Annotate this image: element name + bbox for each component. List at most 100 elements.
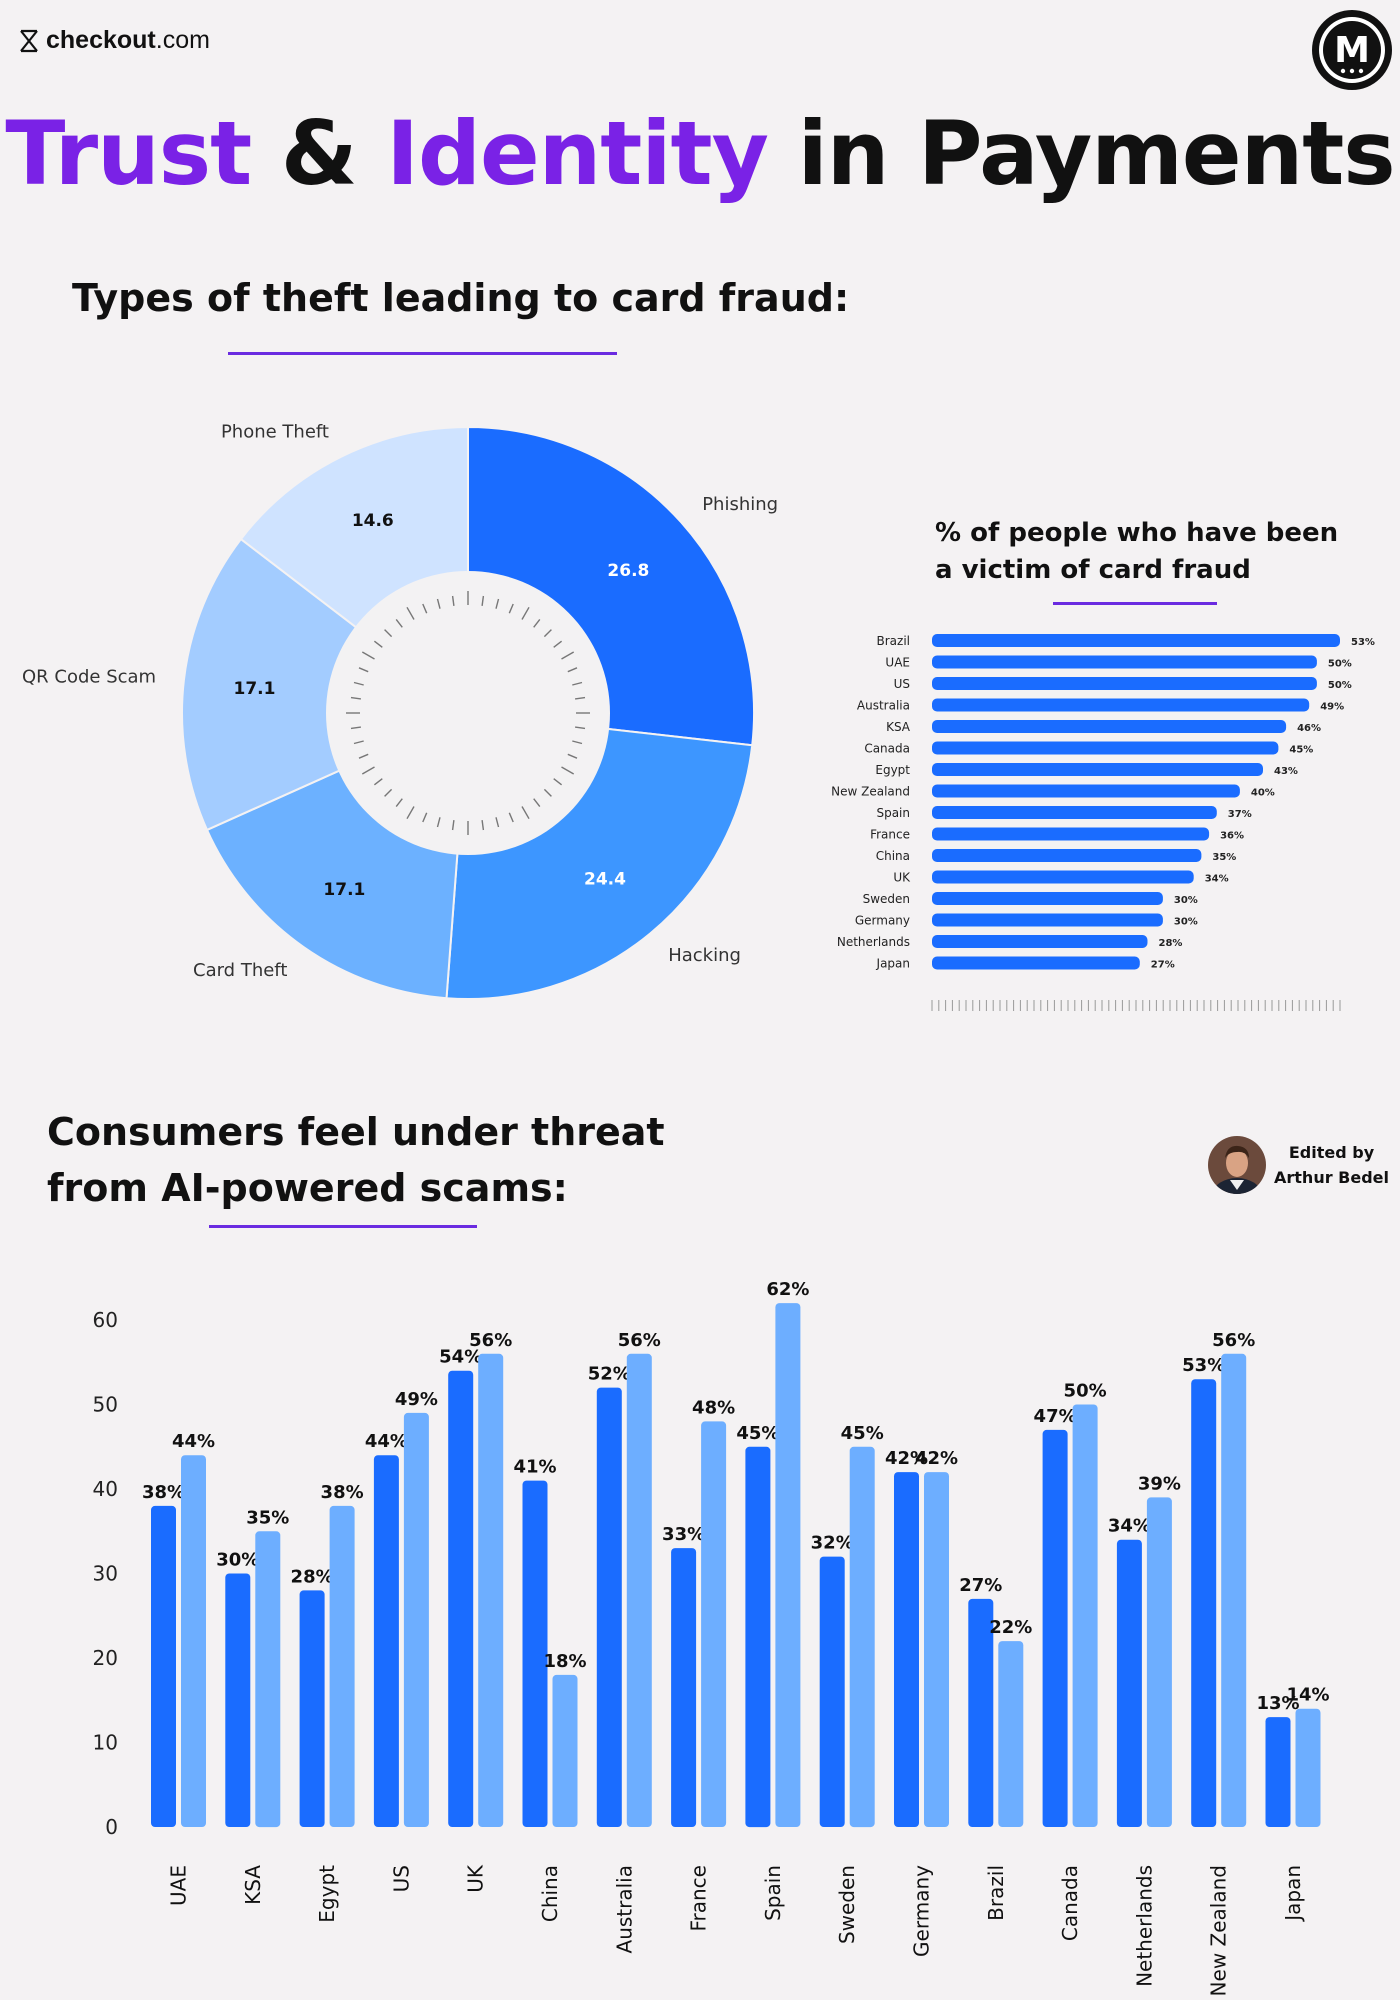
donut-value-qr-code-scam: 17.1 <box>234 679 276 699</box>
vbar-value-uae-series-1: 38% <box>142 1482 185 1503</box>
vbar-value-egypt-series-2: 38% <box>321 1482 364 1503</box>
hbar-value-egypt: 43% <box>1274 766 1298 777</box>
hbar-bar-australia <box>932 698 1310 712</box>
hbar-bar-egypt <box>932 763 1263 776</box>
vbar-new-zealand-series-2 <box>1221 1353 1247 1827</box>
x-tick-label-sweden: Sweden <box>835 1865 859 1944</box>
hbar-value-japan: 27% <box>1151 960 1175 971</box>
vbar-value-ksa-series-1: 30% <box>216 1550 259 1571</box>
vbar-spain-series-2 <box>775 1303 801 1827</box>
fraud-chart-title: % of people who have been a victim of ca… <box>935 518 1339 585</box>
hbar-bar-ksa <box>932 720 1287 733</box>
vbar-uk-series-1 <box>448 1370 474 1827</box>
hbar-value-brazil: 53% <box>1351 637 1375 648</box>
person-avatar-icon <box>1208 1136 1266 1194</box>
y-tick-label-0: 0 <box>105 1815 118 1839</box>
vbar-japan-series-2 <box>1295 1708 1321 1827</box>
vbar-value-brazil-series-2: 22% <box>989 1617 1032 1638</box>
hbar-label-new-zealand: New Zealand <box>831 785 910 799</box>
fraud-title-underline <box>1053 602 1217 605</box>
vbar-netherlands-series-2 <box>1146 1497 1172 1827</box>
vbar-sweden-series-1 <box>819 1556 845 1827</box>
vbar-value-netherlands-series-1: 34% <box>1108 1516 1151 1537</box>
hbar-label-australia: Australia <box>857 699 910 713</box>
vbar-australia-series-1 <box>596 1387 622 1827</box>
vbar-value-us-series-2: 49% <box>395 1389 438 1410</box>
vbar-value-sweden-series-2: 45% <box>841 1423 884 1444</box>
y-tick-label-60: 60 <box>93 1308 118 1332</box>
donut-hole <box>326 571 610 855</box>
x-tick-label-spain: Spain <box>761 1865 785 1921</box>
avatar <box>1208 1136 1266 1194</box>
vbar-brazil-series-2 <box>998 1641 1024 1827</box>
x-tick-label-france: France <box>687 1865 711 1932</box>
vbar-egypt-series-2 <box>329 1505 355 1827</box>
donut-label-card-theft: Card Theft <box>193 960 287 981</box>
x-tick-label-uae: UAE <box>167 1865 191 1906</box>
vbar-value-germany-series-2: 42% <box>915 1448 958 1469</box>
vbar-value-uk-series-1: 54% <box>439 1347 482 1368</box>
ai-title-underline <box>209 1225 477 1228</box>
vbar-us-series-1 <box>373 1455 399 1827</box>
x-tick-label-egypt: Egypt <box>315 1865 339 1923</box>
vbar-value-new-zealand-series-2: 56% <box>1212 1330 1255 1351</box>
hbar-value-new-zealand: 40% <box>1251 788 1275 799</box>
theft-donut-chart: 26.8 Phishing 24.4 Hacking 17.1 Card Theft 17.… <box>22 422 778 1000</box>
vbar-china-series-2 <box>552 1674 578 1827</box>
donut-value-card-theft: 17.1 <box>323 880 365 900</box>
donut-value-phone-theft: 14.6 <box>352 511 394 531</box>
hbar-value-sweden: 30% <box>1174 895 1198 906</box>
brand-name: checkout <box>46 26 156 54</box>
checkout-logo-icon <box>20 29 38 52</box>
vbar-value-ksa-series-2: 35% <box>246 1507 289 1528</box>
vbar-china-series-1 <box>522 1480 548 1827</box>
vbar-value-egypt-series-1: 28% <box>291 1566 334 1587</box>
vbar-france-series-2 <box>701 1421 727 1827</box>
vbar-canada-series-1 <box>1042 1429 1068 1827</box>
hbar-label-us: US <box>894 677 910 691</box>
vbar-value-china-series-1: 41% <box>513 1457 556 1478</box>
vbar-japan-series-1 <box>1265 1717 1291 1827</box>
hbar-value-germany: 30% <box>1174 917 1198 928</box>
hbar-axis-ruler <box>931 1000 1341 1011</box>
y-tick-label-40: 40 <box>93 1477 118 1501</box>
donut-label-hacking: Hacking <box>668 945 741 966</box>
vbar-spain-series-1 <box>745 1446 771 1828</box>
title-trust: Trust <box>5 102 252 205</box>
page-title: Trust & Identity in Payments <box>0 102 1400 205</box>
hbar-value-france: 36% <box>1220 831 1244 842</box>
donut-value-phishing: 26.8 <box>607 561 649 581</box>
vbar-value-japan-series-1: 13% <box>1256 1693 1299 1714</box>
vbar-australia-series-2 <box>626 1353 652 1827</box>
donut-label-phishing: Phishing <box>702 494 778 515</box>
hbar-label-spain: Spain <box>876 806 910 820</box>
y-tick-label-50: 50 <box>93 1393 118 1417</box>
hbar-value-netherlands: 28% <box>1159 938 1183 949</box>
vbar-value-germany-series-1: 42% <box>885 1448 928 1469</box>
vbar-ksa-series-1 <box>225 1573 251 1827</box>
hbar-bar-new-zealand <box>932 784 1240 798</box>
vbar-value-netherlands-series-2: 39% <box>1138 1473 1181 1494</box>
hbar-label-china: China <box>876 849 910 863</box>
x-tick-label-new-zealand: New Zealand <box>1207 1865 1231 1996</box>
brand-suffix: .com <box>155 26 210 54</box>
vbar-netherlands-series-1 <box>1116 1539 1142 1827</box>
vbar-canada-series-2 <box>1072 1404 1098 1827</box>
theft-chart-title: Types of theft leading to card fraud: <box>72 276 850 320</box>
hbar-label-germany: Germany <box>855 914 910 928</box>
vbar-egypt-series-1 <box>299 1590 325 1827</box>
editor-label: Edited by <box>1288 1143 1375 1162</box>
hbar-bar-netherlands <box>932 935 1148 948</box>
vbar-value-brazil-series-1: 27% <box>959 1575 1002 1596</box>
hbar-value-australia: 49% <box>1320 702 1344 713</box>
hbar-value-spain: 37% <box>1228 809 1252 820</box>
title-amp: & <box>251 102 387 205</box>
hbar-bar-canada <box>932 741 1279 755</box>
vbar-germany-series-2 <box>924 1472 949 1827</box>
vbar-value-uk-series-2: 56% <box>469 1330 512 1351</box>
vbar-value-japan-series-2: 14% <box>1286 1685 1329 1706</box>
hbar-bar-us <box>932 677 1317 690</box>
hbar-label-uk: UK <box>893 871 911 885</box>
hbar-bar-japan <box>932 956 1140 970</box>
theft-title-underline <box>228 352 617 355</box>
